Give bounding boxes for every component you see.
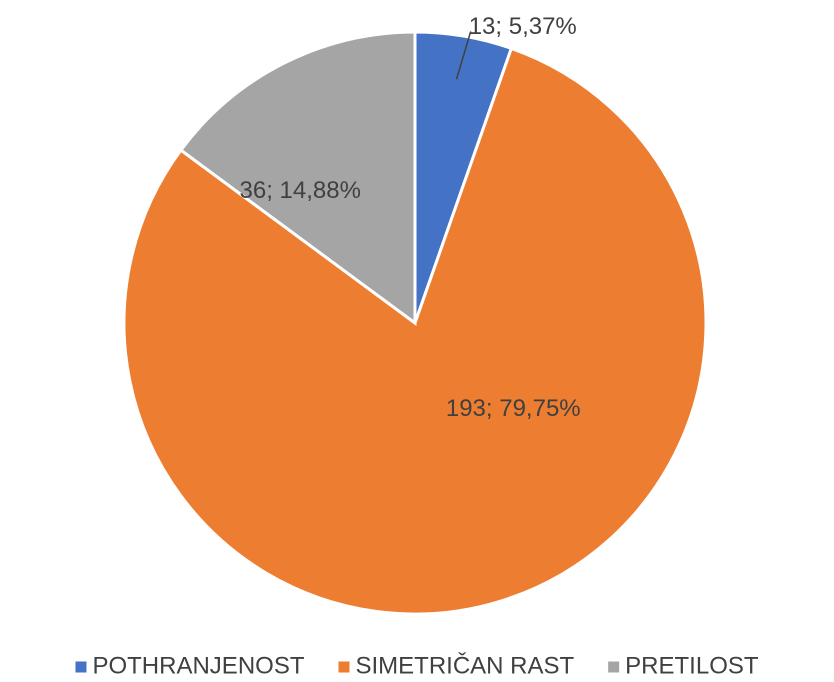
legend-swatch <box>338 661 350 673</box>
leader-line <box>455 31 472 80</box>
legend-label: PRETILOST <box>625 652 759 679</box>
legend-swatch <box>608 661 620 673</box>
legend-label: SIMETRIČAN RAST <box>355 651 574 679</box>
pie-slice <box>178 30 417 326</box>
data-label: 193; 79,75% <box>446 395 581 422</box>
pie-slice <box>122 46 708 616</box>
data-label: 13; 5,37% <box>469 13 577 40</box>
data-label: 36; 14,88% <box>240 177 361 204</box>
legend-swatch <box>75 661 87 673</box>
legend-label: POTHRANJENOST <box>92 652 304 679</box>
